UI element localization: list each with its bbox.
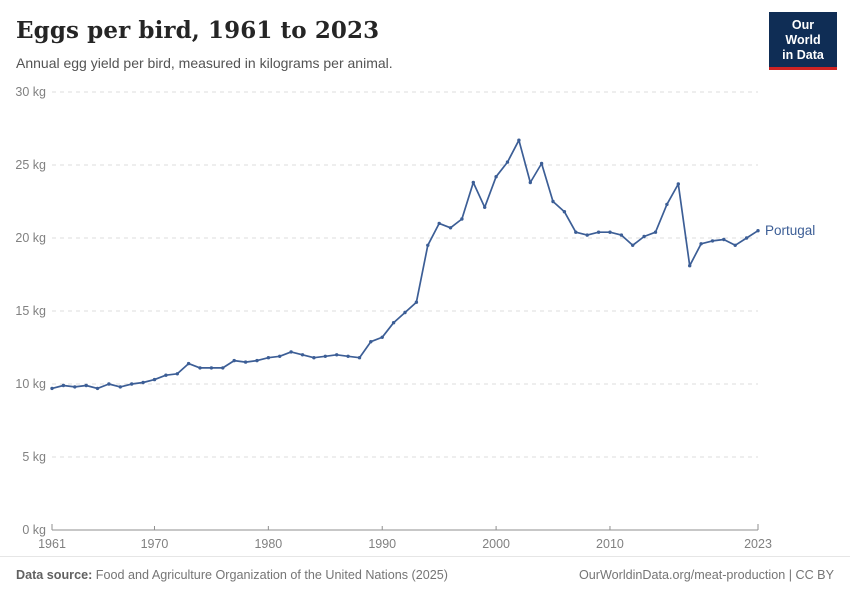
x-tick-label: 2010 xyxy=(596,537,624,551)
data-point xyxy=(744,236,749,240)
data-point xyxy=(369,340,373,344)
data-point xyxy=(61,383,66,388)
x-tick-label: 2023 xyxy=(744,537,772,551)
data-point xyxy=(460,217,464,221)
data-point xyxy=(551,199,555,204)
data-point xyxy=(642,234,646,239)
data-source-text: Food and Agriculture Organization of the… xyxy=(92,568,448,582)
data-point xyxy=(403,310,407,315)
data-point xyxy=(710,239,715,243)
data-point xyxy=(414,300,419,304)
data-point xyxy=(221,366,225,370)
data-point xyxy=(300,353,305,357)
data-point xyxy=(73,385,77,389)
data-point xyxy=(483,205,487,209)
footer-credit-link[interactable]: OurWorldinData.org/meat-production | CC … xyxy=(578,568,834,582)
data-point xyxy=(391,321,396,325)
x-tick-label: 1961 xyxy=(38,537,66,551)
series-line-portugal xyxy=(51,139,759,390)
data-point xyxy=(141,380,145,385)
y-tick-label: 25 kg xyxy=(15,158,46,172)
data-point xyxy=(608,230,612,234)
data-point xyxy=(631,243,635,247)
series-label-portugal: Portugal xyxy=(765,223,815,238)
data-point xyxy=(437,221,441,226)
data-point xyxy=(232,358,236,363)
owid-logo-line2: in Data xyxy=(782,47,824,62)
y-tick-label: 0 kg xyxy=(22,523,46,537)
data-point xyxy=(426,243,430,247)
data-point xyxy=(688,264,692,268)
data-point xyxy=(323,354,327,358)
data-point xyxy=(380,335,384,339)
owid-logo-line1: Our World xyxy=(785,18,821,47)
y-tick-label: 5 kg xyxy=(22,450,46,464)
y-tick-label: 15 kg xyxy=(15,304,46,318)
data-point xyxy=(619,233,624,237)
data-point xyxy=(243,360,248,364)
data-point xyxy=(118,385,123,389)
data-point xyxy=(722,237,726,242)
data-point xyxy=(756,229,760,233)
x-tick-label: 2000 xyxy=(482,537,510,551)
data-point xyxy=(471,180,475,185)
data-point xyxy=(289,350,293,354)
y-tick-label: 30 kg xyxy=(15,85,46,99)
data-point xyxy=(312,356,316,360)
data-point xyxy=(562,210,567,214)
data-point xyxy=(198,366,202,370)
data-point xyxy=(346,354,350,358)
data-point xyxy=(357,356,362,360)
line-chart: 0 kg 5 kg 10 kg 15 kg 20 kg 25 kg 30 kg 1961 197… xyxy=(15,85,815,551)
data-point xyxy=(653,230,658,234)
data-point xyxy=(528,180,532,185)
x-tick-label: 1970 xyxy=(141,537,169,551)
page-title: Eggs per bird, 1961 to 2023 xyxy=(16,17,380,44)
data-point xyxy=(186,361,191,366)
footer-divider xyxy=(0,556,850,557)
data-point xyxy=(84,383,88,388)
data-point xyxy=(699,242,703,246)
data-point xyxy=(448,226,453,230)
data-point xyxy=(539,161,544,166)
data-point xyxy=(733,243,737,247)
data-point xyxy=(107,382,111,386)
data-point xyxy=(50,386,54,391)
data-point xyxy=(255,358,259,363)
data-point xyxy=(676,182,680,186)
y-tick-label: 20 kg xyxy=(15,231,46,245)
data-point xyxy=(574,230,578,234)
data-point xyxy=(95,386,100,391)
data-point xyxy=(152,377,157,382)
owid-logo[interactable]: Our World in Data xyxy=(769,12,837,71)
x-tick-label: 1990 xyxy=(368,537,396,551)
data-point xyxy=(209,366,214,370)
data-point xyxy=(585,233,589,237)
footer: Data source: Food and Agriculture Organi… xyxy=(16,568,834,582)
x-tick-label: 1980 xyxy=(254,537,282,551)
y-tick-label: 10 kg xyxy=(15,377,46,391)
data-point xyxy=(505,160,510,164)
data-point xyxy=(175,372,179,376)
data-point xyxy=(266,356,271,360)
data-point xyxy=(278,354,282,358)
data-point xyxy=(494,175,498,179)
data-point xyxy=(335,353,339,357)
data-point xyxy=(164,373,168,377)
data-point xyxy=(665,202,669,207)
page-subtitle: Annual egg yield per bird, measured in k… xyxy=(16,55,393,71)
data-points-portugal xyxy=(50,138,760,391)
data-source-label: Data source: xyxy=(16,568,93,582)
data-point xyxy=(130,382,134,386)
data-point xyxy=(596,230,601,234)
data-point xyxy=(517,138,521,142)
data-source: Data source: Food and Agriculture Organi… xyxy=(16,568,448,582)
